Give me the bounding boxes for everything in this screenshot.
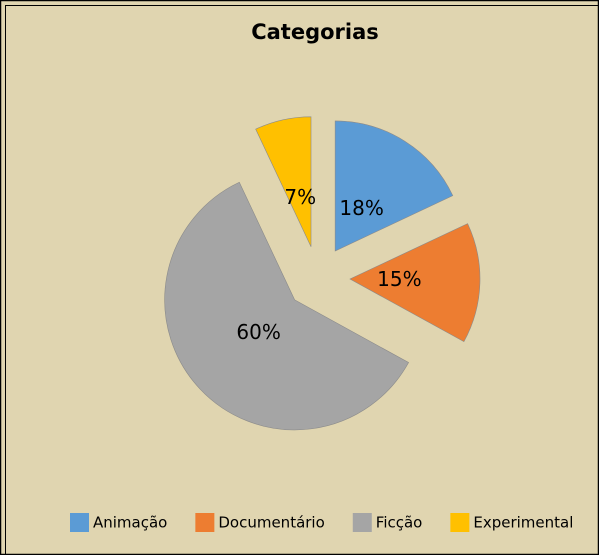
chart-title: Categorias	[251, 20, 379, 44]
legend-label: Animação	[93, 514, 167, 532]
legend-swatch	[70, 513, 89, 532]
legend-label: Ficção	[376, 514, 423, 532]
data-label: 18%	[339, 196, 383, 220]
legend-swatch	[352, 513, 372, 532]
data-label: 7%	[284, 185, 316, 209]
legend-label: Documentário	[218, 514, 324, 532]
data-label: 60%	[236, 320, 280, 344]
legend-swatch	[195, 513, 215, 532]
legend-swatch	[450, 513, 470, 532]
legend-label: Experimental	[473, 514, 573, 532]
pie-slice	[255, 116, 312, 247]
pie-slice	[334, 120, 454, 252]
pie-slice	[349, 223, 481, 343]
pie-slice	[164, 181, 410, 431]
data-label: 15%	[377, 267, 421, 291]
